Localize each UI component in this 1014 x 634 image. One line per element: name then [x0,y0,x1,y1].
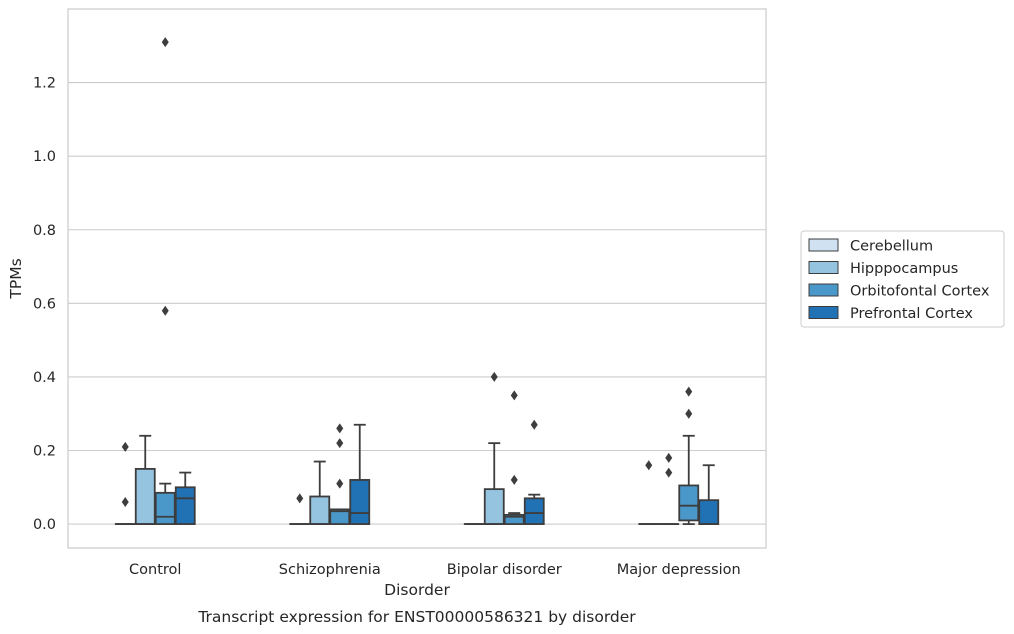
outlier-point [161,37,169,48]
box-prefrontal-cortex [698,464,720,525]
box-orbitofontal-cortex [678,386,700,525]
box-body [349,479,371,525]
outlier-point [336,438,344,449]
box-hipppocampus [658,452,680,525]
legend-swatch [808,261,839,274]
legend-label: Orbitofontal Cortex [850,284,990,300]
box-orbitofontal-cortex [154,37,176,525]
legend: Cerebellum Hipppocampus Orbitofontal Corte… [800,230,1005,328]
outlier-point [296,493,304,504]
y-tick-label: 0.0 [33,517,56,533]
box-orbitofontal-cortex [329,423,351,525]
outlier-point [685,408,693,419]
box-cerebellum [289,493,311,525]
y-tick-label: 0.6 [33,296,56,312]
outlier-point [530,419,538,430]
y-tick-label: 0.8 [33,223,56,239]
y-axis-label: TPMs [7,258,25,299]
box-hipppocampus [134,434,156,525]
box-hipppocampus [309,460,331,525]
outlier-point [510,474,518,485]
gridlines [68,82,766,525]
x-axis-label: Disorder [384,581,450,599]
outlier-point [336,478,344,489]
outlier-point [665,452,673,463]
x-tick-label: Schizophrenia [279,562,381,578]
x-tick-label: Bipolar disorder [447,562,562,578]
outlier-point [161,305,169,316]
box-series [114,37,720,525]
outlier-point [121,441,129,452]
box-prefrontal-cortex [349,423,371,525]
outlier-point [490,371,498,382]
box-cerebellum [114,441,136,525]
x-tick-labels: Control Schizophrenia Bipolar disorder Majo… [129,562,741,578]
y-tick-labels: 0.0 0.2 0.4 0.6 0.8 1.0 1.2 [33,76,56,534]
outlier-point [121,497,129,508]
outlier-point [645,460,653,471]
box-body [154,491,176,525]
box-orbitofontal-cortex [503,390,525,525]
box-body [134,467,156,525]
outlier-point [665,467,673,478]
box-prefrontal-cortex [523,419,545,525]
x-tick-label: Control [129,562,181,578]
box-body [678,484,700,522]
box-body [174,486,196,525]
x-tick-label: Major depression [617,562,741,578]
box-body [309,495,331,525]
box-body [523,497,545,525]
box-body [483,488,505,525]
box-hipppocampus [483,371,505,525]
plot-frame [67,8,767,549]
legend-label: Prefrontal Cortex [850,306,973,322]
box-prefrontal-cortex [174,471,196,525]
legend-swatch [808,306,839,319]
legend-frame [800,230,1005,328]
chart-title: Transcript expression for ENST0000058632… [197,608,636,626]
y-tick-label: 0.4 [33,370,56,386]
box-cerebellum [638,460,660,525]
outlier-point [685,386,693,397]
legend-label: Cerebellum [850,239,933,255]
y-tick-label: 1.0 [33,149,56,165]
legend-swatch [808,238,839,252]
y-tick-label: 0.2 [33,444,56,460]
outlier-point [336,423,344,434]
box-body [329,508,351,525]
box-body [698,499,720,525]
y-tick-label: 1.2 [33,76,56,92]
outlier-point [510,390,518,401]
box-body [503,513,525,525]
legend-swatch [808,283,839,297]
legend-label: Hipppocampus [850,261,958,277]
